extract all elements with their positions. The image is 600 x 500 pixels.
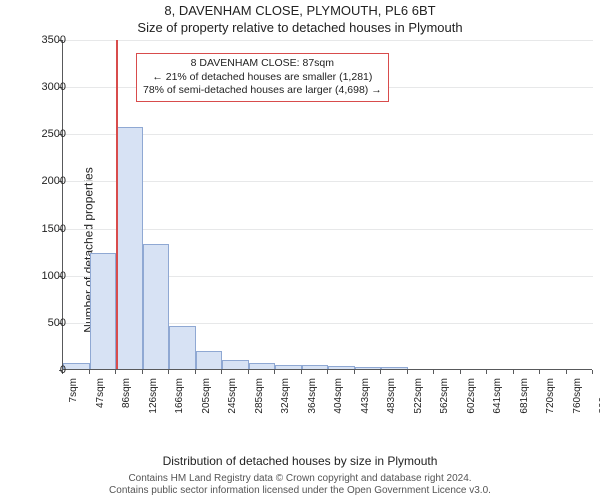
- histogram-bar: [116, 127, 143, 369]
- histogram-bar: [222, 360, 249, 369]
- credits: Contains HM Land Registry data © Crown c…: [0, 473, 600, 497]
- x-tick-mark: [89, 370, 90, 374]
- credits-line1: Contains HM Land Registry data © Crown c…: [0, 473, 600, 485]
- gridline: [63, 181, 593, 182]
- x-tick-label: 602sqm: [466, 378, 477, 422]
- x-tick-mark: [380, 370, 381, 374]
- x-tick-mark: [195, 370, 196, 374]
- x-tick-label: 681sqm: [519, 378, 530, 422]
- x-tick-mark: [248, 370, 249, 374]
- x-tick-label: 562sqm: [439, 378, 450, 422]
- x-tick-label: 720sqm: [545, 378, 556, 422]
- x-tick-mark: [327, 370, 328, 374]
- y-tick-label: 1500: [42, 223, 66, 235]
- x-tick-label: 86sqm: [121, 378, 132, 422]
- x-tick-mark: [115, 370, 116, 374]
- x-tick-label: 404sqm: [333, 378, 344, 422]
- x-tick-mark: [513, 370, 514, 374]
- x-tick-label: 760sqm: [572, 378, 583, 422]
- y-tick-label: 500: [48, 317, 66, 329]
- property-marker-line: [116, 40, 118, 369]
- y-tick-label: 0: [60, 364, 66, 376]
- credits-line2: Contains public sector information licen…: [0, 485, 600, 497]
- histogram-bar: [275, 365, 302, 369]
- x-tick-mark: [539, 370, 540, 374]
- x-tick-mark: [592, 370, 593, 374]
- y-tick-label: 3000: [42, 81, 66, 93]
- x-tick-label: 205sqm: [201, 378, 212, 422]
- y-tick-label: 3500: [42, 34, 66, 46]
- chart-title-line2: Size of property relative to detached ho…: [0, 20, 600, 35]
- x-tick-mark: [274, 370, 275, 374]
- gridline: [63, 229, 593, 230]
- y-tick-label: 1000: [42, 270, 66, 282]
- marker-annotation: 8 DAVENHAM CLOSE: 87sqm ← 21% of detache…: [136, 53, 389, 102]
- histogram-bar: [328, 366, 355, 369]
- x-tick-mark: [460, 370, 461, 374]
- histogram-bar: [249, 363, 276, 369]
- y-tick-label: 2000: [42, 175, 66, 187]
- x-tick-label: 166sqm: [174, 378, 185, 422]
- x-tick-mark: [433, 370, 434, 374]
- histogram-bar: [63, 363, 90, 369]
- histogram-bar: [143, 244, 170, 369]
- x-tick-mark: [486, 370, 487, 374]
- x-tick-mark: [407, 370, 408, 374]
- histogram-bar: [90, 253, 117, 369]
- histogram-bar: [302, 365, 329, 369]
- y-tick-label: 2500: [42, 128, 66, 140]
- x-tick-mark: [142, 370, 143, 374]
- x-tick-label: 522sqm: [413, 378, 424, 422]
- x-tick-label: 641sqm: [492, 378, 503, 422]
- x-tick-label: 245sqm: [227, 378, 238, 422]
- x-tick-label: 483sqm: [386, 378, 397, 422]
- histogram-bar: [381, 367, 408, 369]
- x-ticks: 7sqm 47sqm 86sqm 126sqm 166sqm 205sqm 245sqm 28…: [62, 370, 592, 430]
- x-tick-label: 285sqm: [254, 378, 265, 422]
- chart-container: 8, DAVENHAM CLOSE, PLYMOUTH, PL6 6BT Siz…: [0, 0, 600, 500]
- histogram-bar: [196, 351, 223, 369]
- histogram-bar: [355, 367, 382, 369]
- x-axis-label: Distribution of detached houses by size …: [0, 454, 600, 468]
- x-tick-label: 364sqm: [307, 378, 318, 422]
- x-tick-label: 443sqm: [360, 378, 371, 422]
- plot-area: 8 DAVENHAM CLOSE: 87sqm ← 21% of detache…: [62, 40, 592, 370]
- x-tick-label: 47sqm: [95, 378, 106, 422]
- gridline: [63, 134, 593, 135]
- histogram-bar: [169, 326, 196, 369]
- annot-line1: 8 DAVENHAM CLOSE: 87sqm: [143, 57, 382, 71]
- x-tick-mark: [354, 370, 355, 374]
- x-tick-mark: [168, 370, 169, 374]
- gridline: [63, 40, 593, 41]
- x-tick-mark: [221, 370, 222, 374]
- x-tick-label: 7sqm: [68, 378, 79, 422]
- chart-title-line1: 8, DAVENHAM CLOSE, PLYMOUTH, PL6 6BT: [0, 3, 600, 18]
- x-tick-label: 324sqm: [280, 378, 291, 422]
- x-tick-mark: [301, 370, 302, 374]
- x-tick-mark: [566, 370, 567, 374]
- annot-line2: ← 21% of detached houses are smaller (1,…: [143, 71, 382, 85]
- x-tick-label: 126sqm: [148, 378, 159, 422]
- annot-line3: 78% of semi-detached houses are larger (…: [143, 84, 382, 98]
